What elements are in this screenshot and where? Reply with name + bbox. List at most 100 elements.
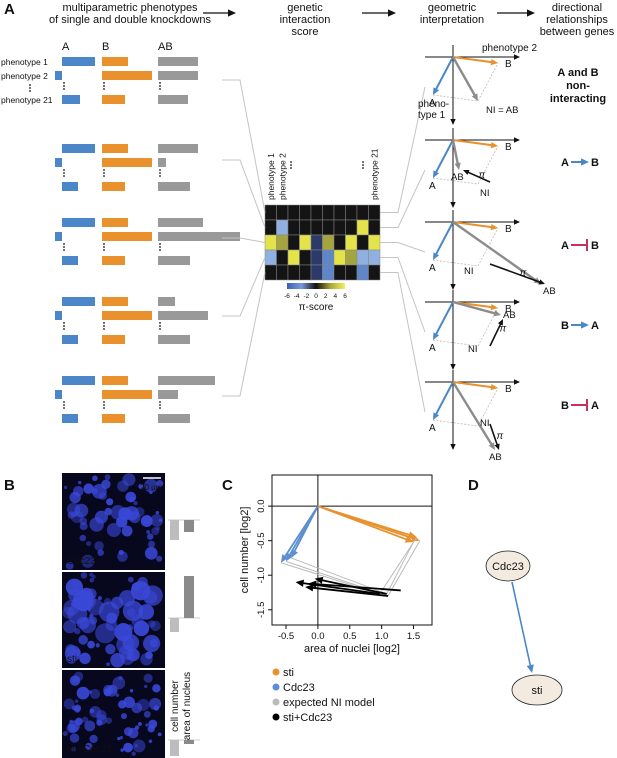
connector [380, 169, 426, 228]
arrowhead [291, 549, 298, 558]
vector-label: B [505, 142, 512, 153]
column-label: AB [158, 41, 173, 53]
phenotype-bar [158, 390, 178, 399]
colorbar-tick: -2 [303, 293, 309, 300]
relationship-label: interacting [550, 93, 606, 105]
vector-ab [451, 56, 477, 97]
ellipsis-dot [159, 325, 161, 327]
heatmap-cell [345, 204, 358, 221]
panel-label: B [4, 477, 15, 494]
pi-vector [489, 322, 502, 347]
gene-node [511, 674, 563, 706]
nucleus [131, 511, 135, 515]
nucleus [80, 572, 88, 579]
nucleus [66, 502, 81, 516]
nucleus [127, 576, 134, 583]
phenotype-bar [102, 95, 125, 104]
ellipsis-dot [63, 172, 65, 174]
nucleus [123, 742, 133, 753]
arrow-shaft [311, 586, 389, 597]
nucleus [122, 473, 136, 487]
heatmap-cell [333, 264, 346, 281]
relationship-label: non- [566, 80, 590, 92]
nucleus [146, 533, 154, 540]
phenotype-bar [102, 182, 125, 191]
arrowhead [433, 412, 440, 420]
nucleus [133, 500, 138, 506]
heatmap-cell [322, 219, 335, 236]
vector-b [452, 381, 493, 389]
plot-frame [271, 474, 433, 626]
nucleus [63, 698, 75, 710]
y-tick-label: -1.0 [256, 567, 267, 583]
arrowhead [490, 303, 498, 311]
heatmap-cell [333, 249, 346, 266]
gene-node [485, 550, 531, 582]
ni-guide [432, 307, 499, 347]
nucleus [118, 700, 127, 709]
ellipsis-dot [362, 167, 364, 169]
heatmap-cell [264, 234, 277, 251]
phenotype-bar [55, 311, 62, 320]
arrowhead [514, 299, 520, 305]
ellipsis-dot [103, 82, 105, 84]
ellipsis-dot [159, 249, 161, 251]
nucleus-area-bar [184, 740, 194, 744]
nucleus [64, 645, 81, 662]
nucleus [106, 498, 114, 506]
phenotype-bar [102, 158, 152, 167]
y-tick-label: -0.5 [256, 532, 267, 548]
ellipsis-dot [159, 243, 161, 245]
nucleus [104, 597, 112, 605]
heatmap-cell [276, 264, 289, 281]
legend-label: Cdc23 [283, 682, 315, 694]
ellipsis-dot [63, 401, 65, 403]
phenotype-bar [62, 414, 78, 423]
relationship-target: B [591, 157, 599, 169]
nucleus [74, 699, 79, 704]
nucleus [65, 561, 74, 570]
nucleus [129, 496, 135, 502]
ellipsis-dot [103, 407, 105, 409]
relationship-target: A [591, 400, 599, 412]
phenotype-bar [62, 376, 95, 385]
nucleus [75, 717, 83, 726]
heatmap-cell [345, 249, 358, 266]
nucleus [150, 514, 164, 527]
phenotype-bar [158, 95, 188, 104]
step-title: directional [552, 2, 602, 14]
ellipsis-dot [159, 82, 161, 84]
pi-vector [489, 423, 499, 446]
ellipsis-dot [103, 322, 105, 324]
ellipsis-dot [103, 175, 105, 177]
nucleus [131, 582, 141, 592]
relationship-source: A [561, 240, 569, 252]
nucleus [127, 648, 140, 662]
phenotype-bar [62, 335, 78, 344]
arrowhead [450, 284, 456, 290]
nucleus [115, 693, 120, 697]
nucleus [62, 730, 68, 737]
nucleus [149, 490, 153, 495]
heatmap-cell [310, 204, 323, 221]
micrograph-label: Cdc23 [67, 556, 96, 567]
step-title: between genes [540, 26, 615, 38]
arrow-shaft [379, 536, 418, 595]
heatmap-cell [333, 204, 346, 221]
interaction-arrow [305, 584, 389, 597]
nucleus [92, 574, 96, 579]
x-tick-label: -0.5 [278, 631, 294, 642]
phenotype-bar [158, 158, 166, 167]
nucleus [79, 534, 87, 542]
nucleus [118, 507, 132, 521]
cell-number-bar [170, 618, 179, 632]
nucleus [110, 652, 125, 668]
connector [380, 272, 426, 413]
phenotype-bar [55, 390, 62, 399]
relationship-target: B [591, 240, 599, 252]
nucleus [97, 596, 102, 601]
axis-label: pheno- [418, 99, 449, 110]
ellipsis-dot [103, 172, 105, 174]
nucleus [144, 546, 158, 560]
nucleus [92, 475, 98, 482]
